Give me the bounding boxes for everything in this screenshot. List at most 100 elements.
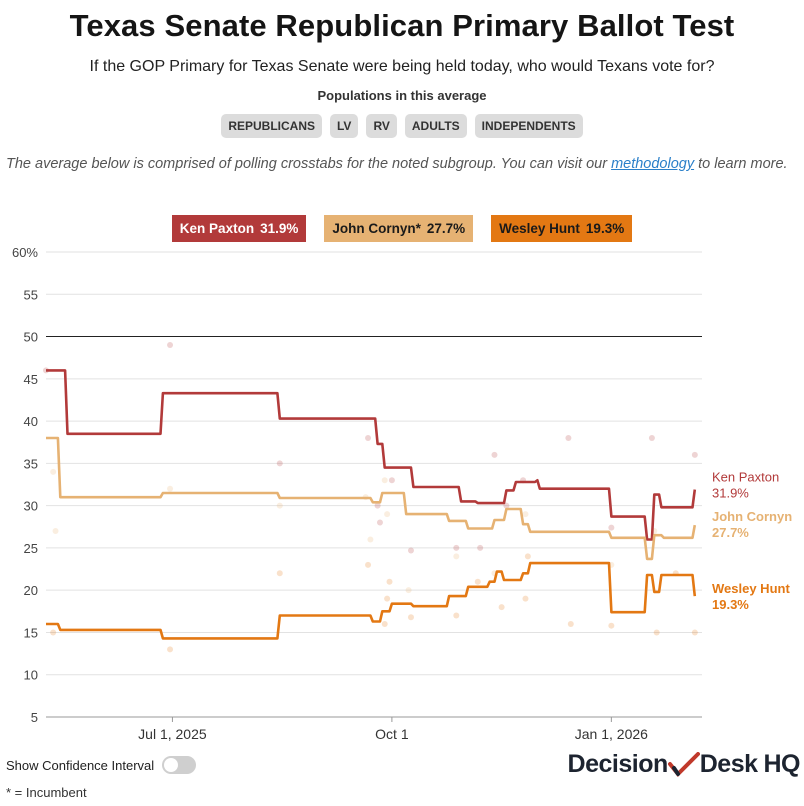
series-line-wesley-hunt xyxy=(46,561,697,640)
x-tick-label: Jan 1, 2026 xyxy=(575,726,648,742)
poll-dot xyxy=(405,587,412,594)
poll-dot xyxy=(384,511,391,518)
legend-value: 27.7% xyxy=(426,221,466,236)
poll-dot xyxy=(381,477,388,484)
population-pill-rv[interactable]: RV xyxy=(366,114,397,138)
y-tick-label: 35 xyxy=(24,456,38,471)
poll-dot xyxy=(474,578,481,585)
y-tick-label: 10 xyxy=(24,668,38,683)
series-end-label: John Cornyn xyxy=(712,509,792,524)
legend-value: 19.3% xyxy=(585,221,625,236)
note-text-after: to learn more. xyxy=(694,156,788,172)
poll-dot xyxy=(384,595,391,602)
poll-dot xyxy=(52,528,59,534)
legend-chip-paxton[interactable]: Ken Paxton 31.9% xyxy=(171,215,307,242)
poll-dot xyxy=(276,570,283,577)
population-pill-republicans[interactable]: REPUBLICANS xyxy=(221,114,322,138)
methodology-note: The average below is comprised of pollin… xyxy=(6,154,796,174)
y-tick-label: 45 xyxy=(24,372,38,387)
series-end-value: 19.3% xyxy=(712,597,749,612)
legend-chip-hunt[interactable]: Wesley Hunt 19.3% xyxy=(491,215,633,242)
y-tick-label: 50 xyxy=(24,330,38,345)
poll-dot xyxy=(276,502,283,509)
poll-dot xyxy=(381,621,388,627)
poll-dot xyxy=(365,435,372,441)
y-tick-label: 60% xyxy=(12,245,38,260)
poll-dot xyxy=(388,477,395,484)
poll-dot xyxy=(691,629,698,636)
checkmark-icon xyxy=(667,751,700,777)
poll-dot xyxy=(376,519,383,526)
methodology-link[interactable]: methodology xyxy=(611,156,695,172)
chart-subtitle: If the GOP Primary for Texas Senate were… xyxy=(89,58,715,75)
poll-dot xyxy=(498,604,505,611)
brand-desk: Desk xyxy=(699,750,758,778)
poll-dot xyxy=(522,511,529,518)
poll-dot xyxy=(374,502,381,509)
series-end-label: Wesley Hunt xyxy=(712,581,790,596)
y-tick-label: 20 xyxy=(24,583,38,598)
poll-dot xyxy=(50,468,57,475)
poll-dot xyxy=(565,435,572,441)
poll-dot xyxy=(477,544,484,551)
poll-dot xyxy=(453,553,460,560)
y-tick-label: 40 xyxy=(24,414,38,429)
line-chart: 5 10 15 20 25 30 35 40 45 50 55 60% Jul 1, 2025 Oct 1… xyxy=(12,245,792,742)
y-tick-label: 25 xyxy=(24,541,38,556)
population-pill-independents[interactable]: INDEPENDENTS xyxy=(474,114,583,138)
legend-name: Ken Paxton xyxy=(179,221,255,236)
poll-dot xyxy=(503,502,510,509)
poll-dot xyxy=(167,646,174,653)
series-end-value: 31.9% xyxy=(712,486,749,501)
poll-dot xyxy=(608,622,615,629)
series-line-john-cornyn xyxy=(46,436,697,561)
poll-dot xyxy=(365,561,372,568)
poll-dot xyxy=(167,485,174,492)
poll-dot xyxy=(276,460,283,467)
poll-dot xyxy=(367,536,374,543)
poll-dot xyxy=(608,524,615,531)
poll-dot xyxy=(407,614,414,621)
confidence-interval-control: Show Confidence Interval xyxy=(6,756,197,774)
y-tick-label: 30 xyxy=(24,499,38,514)
poll-dot xyxy=(491,451,498,458)
note-text-before: The average below is comprised of pollin… xyxy=(6,156,612,172)
chart-title: Texas Senate Republican Primary Ballot T… xyxy=(69,8,735,43)
incumbent-footnote: * = Incumbent xyxy=(6,785,87,800)
poll-dot xyxy=(567,621,574,627)
legend-chip-cornyn[interactable]: John Cornyn* 27.7% xyxy=(324,215,474,242)
x-tick-label: Jul 1, 2025 xyxy=(138,726,207,742)
population-pill-adults[interactable]: ADULTS xyxy=(404,114,467,138)
y-tick-label: 15 xyxy=(24,625,38,640)
population-pill-lv[interactable]: LV xyxy=(329,114,359,138)
series-end-value: 27.7% xyxy=(712,525,749,540)
poll-dot xyxy=(50,629,57,636)
poll-dot xyxy=(407,547,414,554)
brand-decision: Decision xyxy=(567,750,669,778)
series-end-label: Ken Paxton xyxy=(712,470,779,485)
y-tick-label: 5 xyxy=(31,710,38,725)
brand-hq: HQ xyxy=(763,750,801,778)
poll-dot xyxy=(453,544,460,551)
poll-dot xyxy=(386,578,393,585)
legend-name: John Cornyn* xyxy=(332,221,421,236)
ci-toggle[interactable] xyxy=(162,756,197,774)
poll-dot xyxy=(648,435,655,441)
legend-name: Wesley Hunt xyxy=(499,221,580,236)
poll-dot xyxy=(453,612,460,619)
y-tick-label: 55 xyxy=(24,287,38,302)
population-filters: REPUBLICANS LV RV ADULTS INDEPENDENTS xyxy=(0,114,804,138)
series-line-ken-paxton xyxy=(46,369,697,541)
legend: Ken Paxton 31.9% John Cornyn* 27.7% Wesley… xyxy=(0,215,804,242)
poll-dot xyxy=(522,595,529,602)
toggle-knob xyxy=(164,758,179,772)
poll-dot xyxy=(524,553,531,560)
poll-dot xyxy=(167,342,174,348)
legend-value: 31.9% xyxy=(260,221,299,236)
poll-dot xyxy=(653,629,660,636)
ci-label: Show Confidence Interval xyxy=(6,757,155,773)
x-tick-label: Oct 1 xyxy=(375,726,409,742)
populations-label: Populations in this average xyxy=(317,88,487,103)
decision-desk-logo: Decision Desk HQ xyxy=(567,750,801,779)
poll-dot xyxy=(691,451,698,458)
